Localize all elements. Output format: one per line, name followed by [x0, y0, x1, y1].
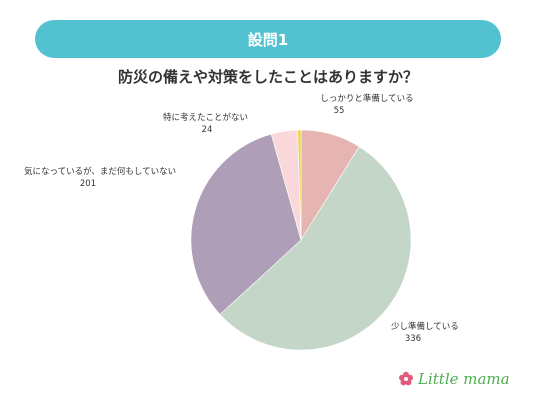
slice-label: 特に考えたことがない [163, 112, 248, 123]
slice-label: しっかりと準備している [320, 93, 413, 104]
slice-label: 気になっているが、まだ何もしていない [24, 166, 176, 177]
slice-value-label: 55 [334, 106, 345, 116]
pie-slices [190, 129, 412, 351]
question-number: 設問1 [247, 30, 289, 49]
question-number-banner: 設問1 [35, 20, 501, 58]
pie-slice [190, 133, 302, 315]
slice-label: 少し準備している [391, 321, 459, 332]
pie-slice [297, 129, 302, 241]
brand-wordmark: Little mama [418, 370, 510, 388]
slice-value-label: 336 [405, 334, 421, 344]
question-title: 防災の備えや対策をしたことはありますか？ [117, 68, 418, 86]
slice-value-label: 24 [202, 125, 213, 135]
pie-slice [219, 146, 412, 351]
brand-logo: Little mama [398, 370, 510, 388]
slice-value-label: 201 [80, 179, 96, 189]
flower-icon [399, 371, 413, 386]
pie-labels: しっかりと準備している 55 少し準備している 336 気になっているが、まだ何もしてい… [24, 93, 459, 344]
